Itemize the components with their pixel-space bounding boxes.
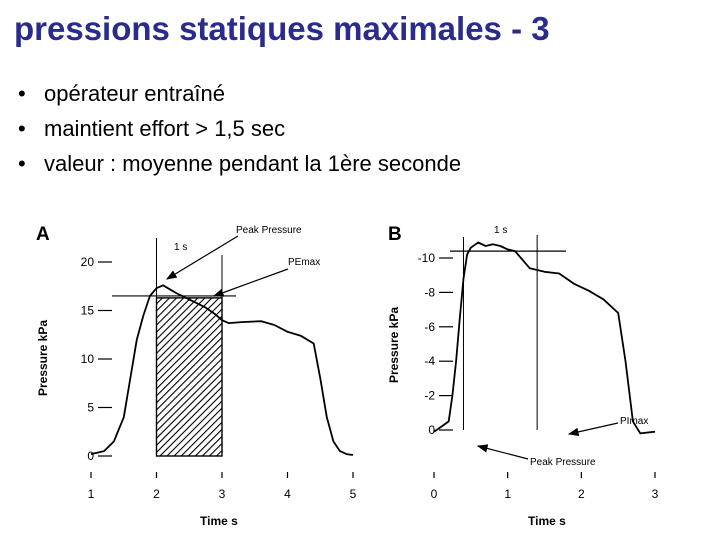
x-axis-label: Time s	[200, 514, 238, 528]
peak-pressure-label: Peak Pressure	[236, 225, 302, 236]
averaging-window	[155, 297, 223, 457]
x-tick-label: 3	[652, 487, 659, 501]
panel-label: B	[388, 224, 402, 245]
x-tick-label: 2	[153, 487, 160, 501]
peak-pressure-arrow	[476, 444, 529, 460]
y-tick-label: 0	[428, 423, 435, 437]
bullet-text: maintient effort > 1,5 sec	[44, 116, 286, 141]
y-tick-label: -10	[418, 251, 436, 265]
y-tick-label: -2	[424, 389, 435, 403]
bullet-dot: •	[18, 81, 26, 106]
bullet-item: • opérateur entraîné	[18, 76, 461, 111]
window-duration-label: 1 s	[174, 242, 187, 253]
y-tick-label: 0	[87, 449, 94, 463]
x-tick-label: 1	[504, 487, 511, 501]
x-tick-label: 0	[431, 487, 438, 501]
y-tick-label: 15	[81, 304, 95, 318]
bullet-list: • opérateur entraîné • maintient effort > …	[18, 76, 461, 181]
y-tick-label: -4	[424, 354, 435, 368]
x-tick-label: 2	[578, 487, 585, 501]
window-duration-label: 1 s	[494, 225, 507, 236]
panel-label: A	[36, 224, 50, 245]
bullet-item: • valeur : moyenne pendant la 1ère second…	[18, 146, 461, 181]
x-tick-label: 1	[88, 487, 95, 501]
x-axis-label: Time s	[528, 514, 566, 528]
bullet-item: • maintient effort > 1,5 sec	[18, 111, 461, 146]
max-pressure-arrow	[212, 268, 289, 297]
y-tick-label: -8	[424, 285, 435, 299]
y-tick-label: -6	[424, 320, 435, 334]
bullet-dot: •	[18, 151, 26, 176]
y-axis-label: Pressure kPa	[387, 307, 401, 383]
max-pressure-label: PImax	[620, 416, 648, 427]
max-pressure-label: PEmax	[288, 257, 320, 268]
y-tick-label: 5	[87, 401, 94, 415]
x-tick-label: 4	[284, 487, 291, 501]
max-pressure-arrow	[567, 422, 619, 436]
pressure-trace	[90, 284, 354, 456]
y-tick-label: 20	[81, 255, 95, 269]
peak-pressure-label: Peak Pressure	[530, 457, 596, 468]
bullet-text: valeur : moyenne pendant la 1ère seconde	[44, 151, 462, 176]
y-tick-label: 10	[81, 352, 95, 366]
bullet-text: opérateur entraîné	[44, 81, 226, 106]
slide-title: pressions statiques maximales - 3	[14, 10, 550, 47]
x-tick-label: 5	[350, 487, 357, 501]
peak-pressure-arrow	[165, 235, 239, 280]
x-tick-label: 3	[219, 487, 226, 501]
pressure-trace	[433, 241, 656, 435]
y-axis-label: Pressure kPa	[36, 320, 50, 396]
bullet-dot: •	[18, 116, 26, 141]
